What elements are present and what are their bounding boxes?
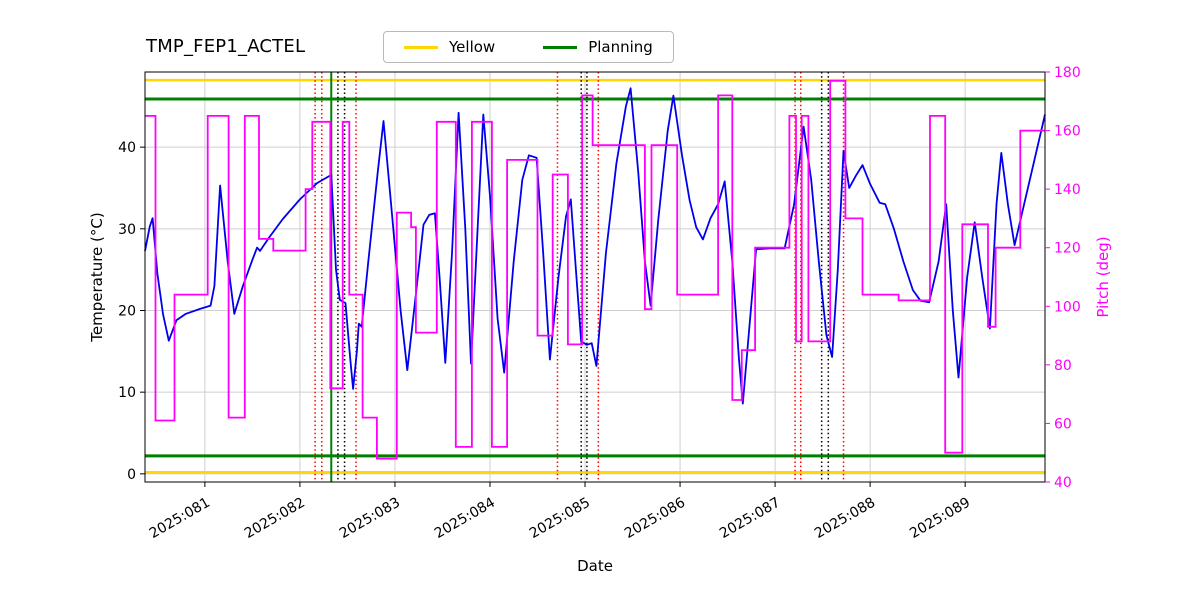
legend-item-yellow: Yellow	[404, 38, 495, 56]
x-tick-label: 2025:084	[432, 495, 498, 542]
x-tick-label: 2025:089	[907, 495, 973, 542]
temperature-series	[144, 87, 1046, 405]
y-right-tick-label: 80	[1054, 358, 1072, 374]
y-right-tick-label: 60	[1054, 416, 1072, 432]
legend: Yellow Planning	[383, 31, 674, 63]
x-tick-label: 2025:086	[622, 495, 688, 542]
y-right-tick-label: 160	[1054, 124, 1081, 140]
plot-border	[144, 71, 1046, 483]
y-right-tick-label: 120	[1054, 241, 1081, 257]
pitch-series	[145, 79, 1045, 460]
y-right-tick-label: 100	[1054, 299, 1081, 315]
planning-line-swatch	[543, 45, 578, 49]
y-left-tick-label: 30	[118, 222, 136, 238]
x-tick-label: 2025:083	[337, 495, 403, 542]
y-left-tick-label: 0	[127, 467, 136, 483]
x-tick-label: 2025:088	[812, 495, 878, 542]
y-right-tick-label: 140	[1054, 182, 1081, 198]
y-left-tick-label: 20	[118, 303, 136, 319]
legend-label-planning: Planning	[588, 38, 653, 56]
x-tick-label: 2025:081	[147, 495, 213, 542]
x-tick-label: 2025:085	[527, 495, 593, 542]
x-tick-label: 2025:082	[242, 495, 308, 542]
y-right-tick-label: 40	[1054, 475, 1072, 491]
y-left-tick-label: 10	[118, 385, 136, 401]
y-left-tick-label: 40	[118, 140, 136, 156]
chart-title: TMP_FEP1_ACTEL	[146, 36, 306, 57]
y-right-tick-label: 180	[1054, 65, 1081, 81]
x-tick-label: 2025:087	[717, 495, 783, 542]
legend-item-planning: Planning	[543, 38, 653, 56]
legend-label-yellow: Yellow	[449, 38, 496, 56]
x-axis-label-date: Date	[577, 557, 613, 575]
yellow-line-swatch	[404, 45, 438, 49]
